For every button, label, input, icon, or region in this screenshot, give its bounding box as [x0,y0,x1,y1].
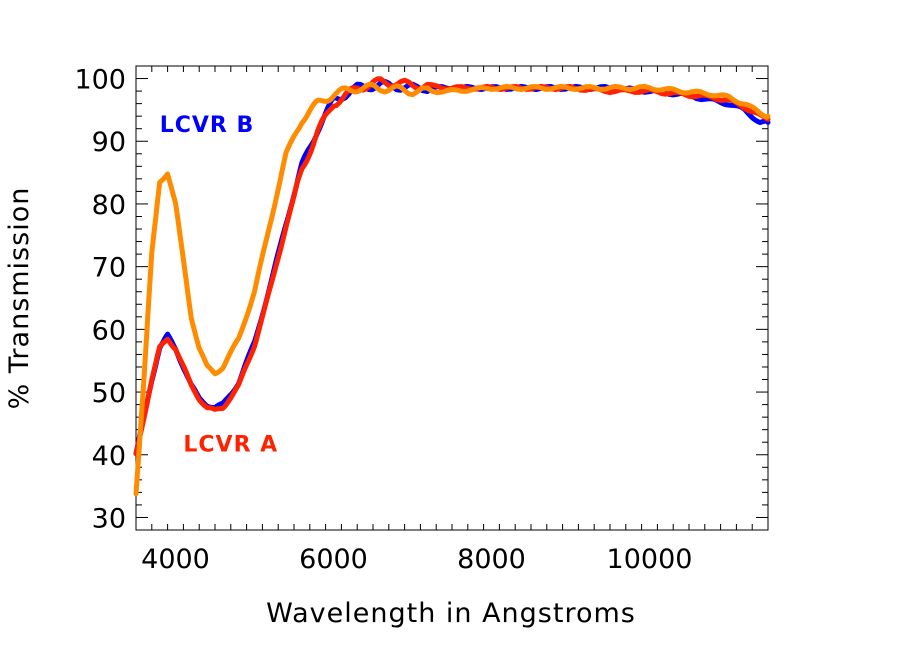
x-tick-label: 10000 [607,544,693,575]
y-tick-label: 70 [92,253,126,284]
y-tick-label: 80 [92,190,126,221]
annotations: LCVR B LCVR A [160,113,278,458]
x-tick-label: 8000 [457,544,526,575]
y-tick-label: 30 [92,503,126,534]
y-axis-title: % Transmission [4,187,35,410]
y-tick-label: 90 [92,127,126,158]
y-tick-label: 50 [92,378,126,409]
x-tick-label: 4000 [141,544,210,575]
series-annotation: LCVR B [160,113,255,138]
y-tick-label: 100 [74,65,126,96]
x-axis-title: Wavelength in Angstroms [266,598,636,629]
series-line [133,76,771,457]
y-tick-label: 60 [92,315,126,346]
series-layer [133,76,771,497]
series-annotation: LCVR A [183,433,278,458]
x-tick-label: 6000 [299,544,368,575]
series-line [133,81,771,497]
y-tick-label: 40 [92,441,126,472]
axis-tick-labels: 4000 6000 8000 10000 30 40 50 60 70 80 90 100 [74,65,692,575]
